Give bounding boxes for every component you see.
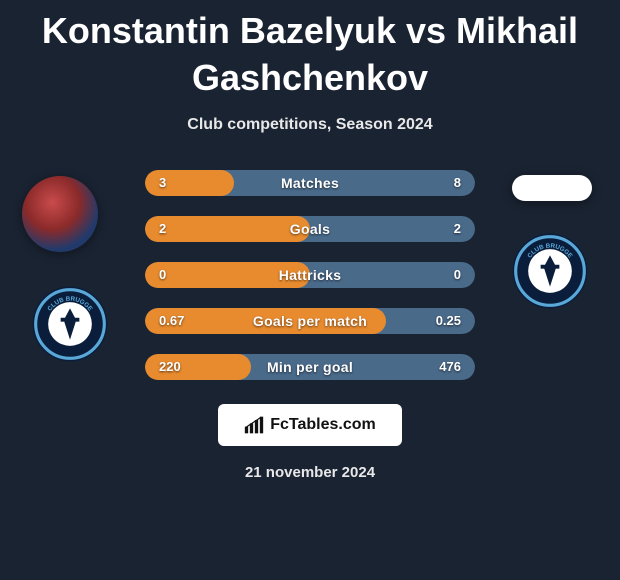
stat-value-left: 0 (145, 267, 205, 282)
player2-avatar (512, 175, 592, 201)
player1-club-badge: CLUB BRUGGE (31, 285, 109, 363)
stat-row: 3Matches8 (145, 170, 475, 196)
stat-value-left: 220 (145, 359, 205, 374)
chart-icon (244, 416, 264, 434)
club-brugge-badge-icon: CLUB BRUGGE (511, 232, 589, 310)
player1-avatar (22, 176, 98, 252)
stat-label: Hattricks (205, 267, 415, 283)
stat-row: 220Min per goal476 (145, 354, 475, 380)
source-label: FcTables.com (270, 416, 376, 434)
stat-value-left: 2 (145, 221, 205, 236)
stat-value-right: 0 (415, 267, 475, 282)
source-badge[interactable]: FcTables.com (218, 404, 402, 446)
stat-row: 2Goals2 (145, 216, 475, 242)
stat-label: Matches (205, 175, 415, 191)
stat-row: 0.67Goals per match0.25 (145, 308, 475, 334)
club-brugge-badge-icon: CLUB BRUGGE (31, 285, 109, 363)
stat-value-left: 0.67 (145, 313, 205, 328)
stat-label: Min per goal (205, 359, 415, 375)
stats-bars: 3Matches8 2Goals2 0Hattricks0 0.67Goals per… (145, 170, 475, 380)
stat-value-left: 3 (145, 175, 205, 190)
date-label: 21 november 2024 (245, 464, 375, 481)
stat-row: 0Hattricks0 (145, 262, 475, 288)
stat-value-right: 0.25 (415, 313, 475, 328)
stat-label: Goals (205, 221, 415, 237)
stat-value-right: 8 (415, 175, 475, 190)
page-title: Konstantin Bazelyuk vs Mikhail Gashchenk… (0, 8, 620, 102)
stat-value-right: 476 (415, 359, 475, 374)
subtitle: Club competitions, Season 2024 (187, 116, 432, 134)
player2-club-badge: CLUB BRUGGE (511, 232, 589, 310)
stat-label: Goals per match (205, 313, 415, 329)
stat-value-right: 2 (415, 221, 475, 236)
